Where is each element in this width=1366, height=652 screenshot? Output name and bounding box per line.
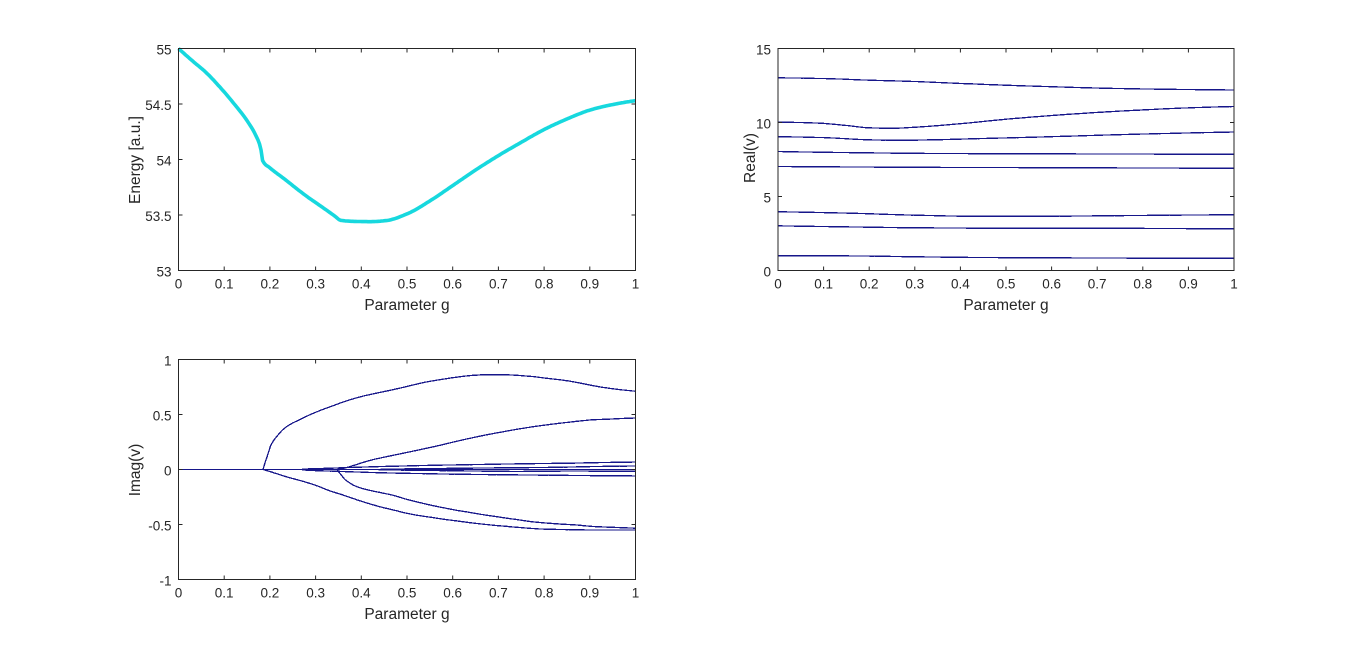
svg-text:0.5: 0.5 <box>398 586 417 601</box>
svg-text:54.5: 54.5 <box>145 98 171 113</box>
svg-text:53.5: 53.5 <box>145 209 171 224</box>
svg-text:55: 55 <box>156 43 171 58</box>
svg-text:0.6: 0.6 <box>443 586 462 601</box>
svg-text:53: 53 <box>156 265 171 280</box>
svg-text:0.8: 0.8 <box>535 586 554 601</box>
svg-text:0.2: 0.2 <box>261 277 280 292</box>
svg-text:1: 1 <box>164 354 172 369</box>
svg-text:Parameter g: Parameter g <box>963 297 1048 314</box>
svg-text:0.5: 0.5 <box>153 409 172 424</box>
svg-text:0.3: 0.3 <box>306 586 325 601</box>
svg-text:5: 5 <box>763 191 771 206</box>
svg-text:0.7: 0.7 <box>489 277 508 292</box>
svg-text:0.4: 0.4 <box>951 277 970 292</box>
svg-text:0: 0 <box>164 464 172 479</box>
svg-text:-0.5: -0.5 <box>148 519 171 534</box>
svg-text:10: 10 <box>756 117 771 132</box>
svg-text:15: 15 <box>756 43 771 58</box>
svg-text:0.6: 0.6 <box>443 277 462 292</box>
svg-text:1: 1 <box>1230 277 1238 292</box>
svg-text:0.7: 0.7 <box>1088 277 1107 292</box>
svg-text:Energy [a.u.]: Energy [a.u.] <box>127 116 144 204</box>
svg-text:-1: -1 <box>159 574 171 589</box>
svg-text:0.4: 0.4 <box>352 586 371 601</box>
svg-text:Real(v): Real(v) <box>742 133 759 183</box>
svg-text:1: 1 <box>632 586 640 601</box>
svg-text:0.6: 0.6 <box>1042 277 1061 292</box>
svg-text:0: 0 <box>774 277 782 292</box>
svg-text:0.5: 0.5 <box>997 277 1016 292</box>
svg-text:0: 0 <box>175 586 183 601</box>
svg-text:0: 0 <box>763 265 771 280</box>
svg-text:1: 1 <box>632 277 640 292</box>
svg-text:Imag(v): Imag(v) <box>127 444 144 497</box>
svg-text:54: 54 <box>156 154 172 169</box>
svg-text:0.8: 0.8 <box>1133 277 1152 292</box>
svg-text:0.4: 0.4 <box>352 277 371 292</box>
svg-text:0.2: 0.2 <box>860 277 879 292</box>
svg-text:0.9: 0.9 <box>1179 277 1198 292</box>
svg-text:0.1: 0.1 <box>215 277 234 292</box>
svg-text:0.3: 0.3 <box>905 277 924 292</box>
svg-text:0.1: 0.1 <box>215 586 234 601</box>
svg-text:0: 0 <box>175 277 183 292</box>
svg-text:0.2: 0.2 <box>261 586 280 601</box>
svg-text:0.1: 0.1 <box>814 277 833 292</box>
svg-text:0.7: 0.7 <box>489 586 508 601</box>
svg-text:0.8: 0.8 <box>535 277 554 292</box>
svg-text:Parameter g: Parameter g <box>364 606 449 623</box>
svg-text:0.3: 0.3 <box>306 277 325 292</box>
svg-text:Parameter g: Parameter g <box>364 297 449 314</box>
svg-text:0.5: 0.5 <box>398 277 417 292</box>
svg-text:0.9: 0.9 <box>580 277 599 292</box>
svg-text:0.9: 0.9 <box>580 586 599 601</box>
